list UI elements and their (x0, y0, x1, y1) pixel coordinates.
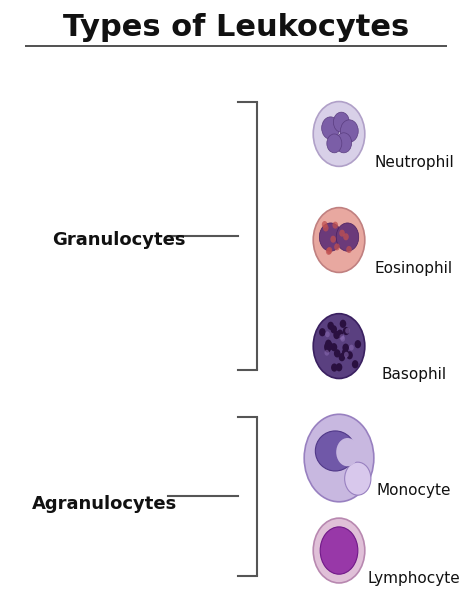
Text: Types of Leukocytes: Types of Leukocytes (63, 14, 409, 43)
Circle shape (345, 462, 371, 495)
Circle shape (324, 342, 331, 350)
Ellipse shape (315, 431, 355, 471)
Text: Basophil: Basophil (382, 367, 447, 382)
Circle shape (355, 340, 361, 348)
Circle shape (345, 328, 350, 334)
Text: Eosinophil: Eosinophil (375, 261, 453, 276)
Circle shape (339, 230, 345, 237)
Circle shape (338, 353, 345, 361)
Circle shape (330, 236, 336, 243)
Circle shape (325, 340, 332, 348)
Text: Lymphocyte: Lymphocyte (368, 571, 460, 586)
Circle shape (346, 351, 353, 359)
Circle shape (322, 221, 328, 228)
Text: Granulocytes: Granulocytes (52, 231, 185, 249)
Text: Monocyte: Monocyte (377, 483, 451, 498)
Circle shape (323, 224, 328, 231)
Circle shape (304, 414, 374, 502)
Circle shape (340, 120, 358, 142)
Text: Neutrophil: Neutrophil (374, 155, 454, 170)
Circle shape (340, 320, 346, 328)
Circle shape (336, 223, 359, 251)
Circle shape (331, 363, 337, 372)
Circle shape (331, 343, 337, 351)
Circle shape (337, 330, 343, 338)
Circle shape (327, 134, 342, 153)
Circle shape (336, 438, 359, 466)
Circle shape (322, 117, 339, 139)
Circle shape (339, 334, 344, 340)
Circle shape (327, 342, 333, 350)
Circle shape (352, 360, 358, 368)
Circle shape (313, 518, 365, 583)
Circle shape (319, 328, 326, 336)
Circle shape (320, 527, 358, 574)
Circle shape (326, 248, 331, 255)
Circle shape (313, 208, 365, 272)
Circle shape (313, 314, 365, 378)
Circle shape (313, 102, 365, 166)
Circle shape (332, 221, 338, 229)
Circle shape (333, 112, 349, 132)
Circle shape (343, 327, 349, 335)
Circle shape (319, 223, 342, 251)
Circle shape (330, 325, 337, 333)
Circle shape (327, 247, 332, 254)
Circle shape (336, 363, 342, 371)
Circle shape (334, 349, 340, 358)
Circle shape (349, 345, 354, 350)
Circle shape (342, 343, 349, 352)
Circle shape (328, 321, 334, 330)
Circle shape (346, 246, 352, 253)
Circle shape (325, 350, 329, 356)
Circle shape (334, 243, 340, 250)
Circle shape (336, 133, 352, 153)
Circle shape (333, 331, 340, 339)
Circle shape (324, 345, 331, 353)
Circle shape (325, 332, 330, 337)
Circle shape (340, 336, 345, 342)
Circle shape (342, 348, 348, 356)
Circle shape (344, 352, 349, 358)
Text: Agranulocytes: Agranulocytes (32, 495, 177, 513)
Circle shape (343, 233, 349, 240)
